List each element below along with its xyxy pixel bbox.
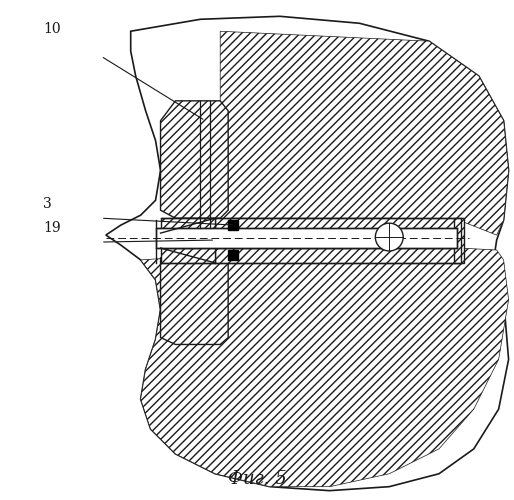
Polygon shape bbox=[106, 16, 508, 490]
Polygon shape bbox=[215, 248, 459, 263]
Text: 19: 19 bbox=[43, 221, 61, 235]
Polygon shape bbox=[454, 218, 464, 263]
Bar bbox=[228, 250, 238, 260]
Polygon shape bbox=[160, 248, 215, 263]
Polygon shape bbox=[141, 248, 508, 486]
Text: 3: 3 bbox=[43, 197, 52, 211]
Polygon shape bbox=[160, 248, 228, 344]
Text: 10: 10 bbox=[43, 22, 61, 36]
Polygon shape bbox=[156, 228, 457, 248]
Polygon shape bbox=[215, 218, 459, 233]
Polygon shape bbox=[200, 31, 508, 235]
Bar bbox=[228, 220, 238, 230]
Circle shape bbox=[375, 223, 403, 251]
Polygon shape bbox=[160, 101, 228, 218]
Polygon shape bbox=[160, 218, 215, 233]
Text: Фиг. 5: Фиг. 5 bbox=[228, 470, 286, 488]
